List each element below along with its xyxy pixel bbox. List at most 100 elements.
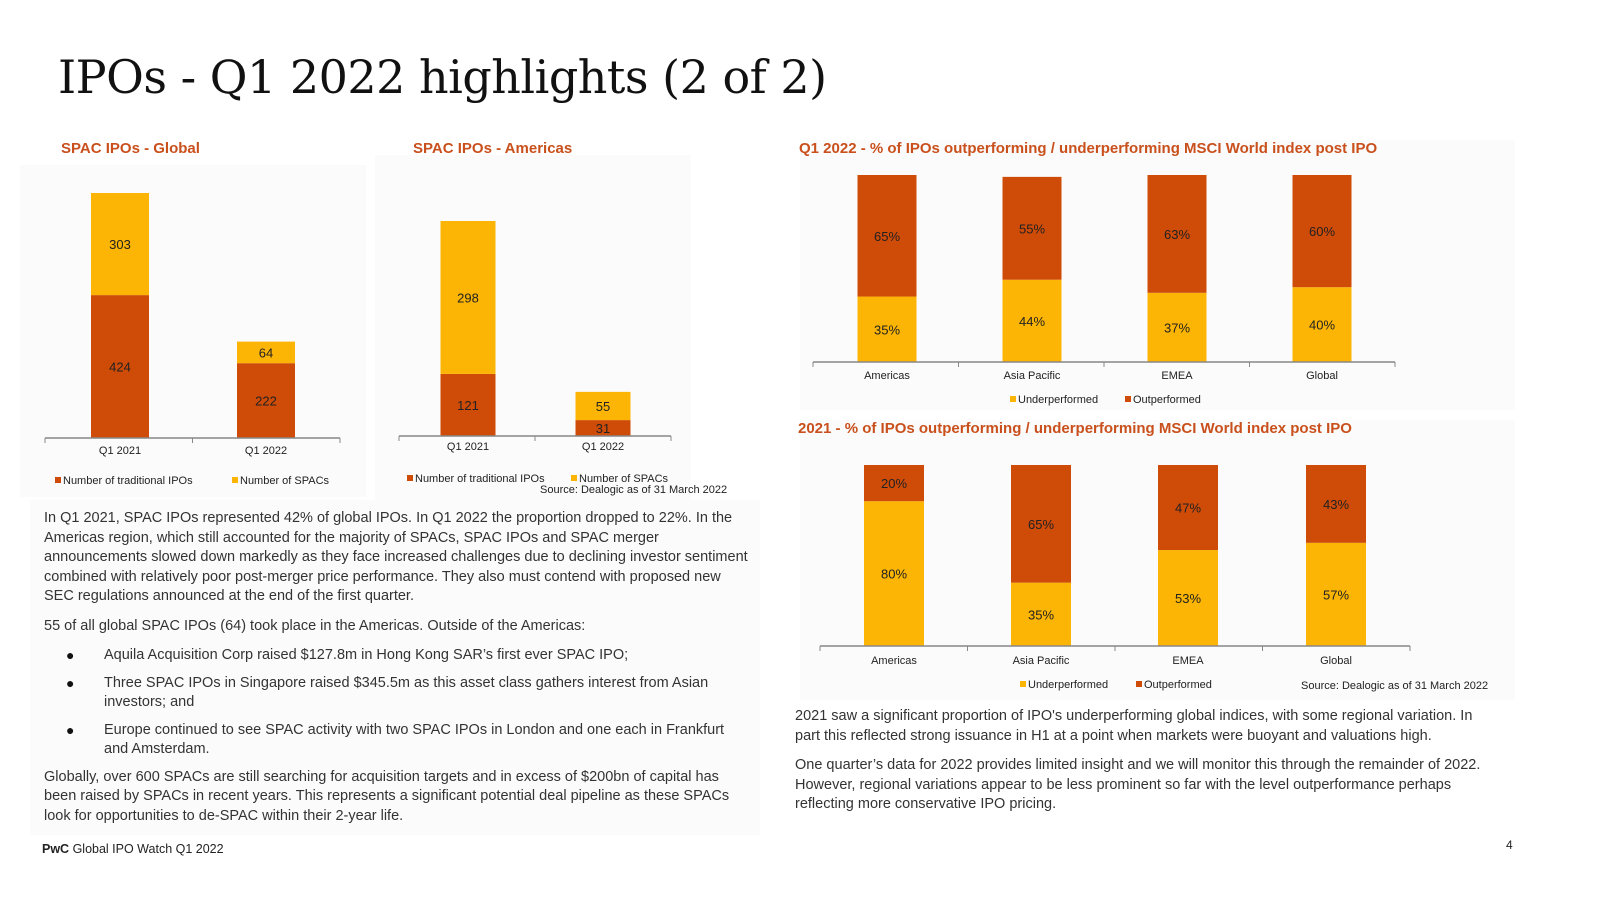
bullet-list: ● Aquila Acquisition Corp raised $127.8m … <box>44 646 750 760</box>
legend-swatch <box>407 475 413 481</box>
left-paragraph-2: 55 of all global SPAC IPOs (64) took pla… <box>44 617 586 634</box>
bar-top-1 <box>1002 176 1062 280</box>
x-tick-label: Americas <box>871 655 917 667</box>
left-paragraph-3: Globally, over 600 SPACs are still searc… <box>44 768 730 824</box>
legend-label: Number of SPACs <box>579 473 669 485</box>
panel-bg-mid <box>375 155 691 500</box>
bar-bottom-1 <box>1002 279 1062 362</box>
data-label: 31 <box>596 421 610 436</box>
data-label: 303 <box>109 237 131 252</box>
bar-top-0 <box>91 193 149 296</box>
bar-top-1 <box>575 391 631 421</box>
data-label: 65% <box>874 229 900 244</box>
right-commentary: 2021 saw a significant proportion of IPO… <box>795 707 1500 825</box>
bullet-icon: ● <box>66 647 75 663</box>
legend-label: Number of SPACs <box>240 475 330 487</box>
data-label: 298 <box>457 290 479 305</box>
data-label: 35% <box>1028 607 1054 622</box>
data-label: 63% <box>1164 227 1190 242</box>
x-tick-label: Global <box>1306 370 1338 382</box>
bar-bottom-0 <box>857 296 917 362</box>
bar-bottom-1 <box>575 420 631 436</box>
bar-top-2 <box>1158 465 1218 551</box>
bar-top-2 <box>1147 175 1207 293</box>
bar-top-0 <box>440 221 496 374</box>
source-note-left: Source: Dealogic as of 31 March 2022 <box>540 484 728 496</box>
x-tick-label: Q1 2022 <box>245 445 287 457</box>
bar-bottom-3 <box>1292 287 1352 362</box>
x-tick-label: Global <box>1320 655 1352 667</box>
bar-bottom-3 <box>1306 542 1366 646</box>
legend-swatch <box>55 477 61 483</box>
chart-spac-global: 424 303 Q1 2021 222 64 Q1 2022 Number of tradi… <box>44 193 341 487</box>
bar-bottom-0 <box>440 373 496 436</box>
data-label: 43% <box>1323 497 1349 512</box>
data-label: 20% <box>881 476 907 491</box>
legend-label: Outperformed <box>1133 394 1201 406</box>
x-tick-label: EMEA <box>1172 655 1204 667</box>
bullet-icon: ● <box>66 721 75 738</box>
data-label: 55% <box>1019 221 1045 236</box>
chart-q1-2022-performance: 35% 65% Americas 44% 55% Asia Pacific 37% 63% EM… <box>812 175 1396 406</box>
legend-swatch <box>1020 681 1026 687</box>
footer: PwC Global IPO Watch Q1 2022 <box>42 842 224 856</box>
data-label: 44% <box>1019 314 1045 329</box>
data-label: 35% <box>874 322 900 337</box>
chart-title-q1-2022-performance: Q1 2022 - % of IPOs outperforming / unde… <box>799 140 1378 157</box>
bar-top-0 <box>857 175 917 297</box>
data-label: 121 <box>457 398 479 413</box>
legend-label: Underperformed <box>1028 679 1108 691</box>
legend-swatch <box>1010 396 1016 402</box>
footer-brand: PwC <box>42 842 70 856</box>
data-label: 222 <box>255 394 277 409</box>
data-label: 57% <box>1323 587 1349 602</box>
bar-bottom-0 <box>91 295 149 438</box>
legend-swatch <box>571 475 577 481</box>
chart-title-2021-performance: 2021 - % of IPOs outperforming / underpe… <box>798 420 1352 437</box>
data-label: 55 <box>596 399 610 414</box>
x-tick-label: Q1 2021 <box>447 441 489 453</box>
legend-swatch <box>232 477 238 483</box>
bullet-icon: ● <box>66 674 75 691</box>
chart-spac-americas: 121 298 Q1 2021 31 55 Q1 2022 Number of tradit… <box>398 221 672 485</box>
right-paragraph-2: One quarter’s data for 2022 provides lim… <box>795 757 1481 812</box>
legend-label: Number of traditional IPOs <box>415 473 545 485</box>
panel-bg-left-text <box>30 500 760 835</box>
bar-bottom-1 <box>237 363 295 438</box>
x-tick-label: Americas <box>864 370 910 382</box>
page-number: 4 <box>1506 838 1513 852</box>
list-item: ● Europe continued to see SPAC activity w… <box>66 721 725 758</box>
bar-bottom-2 <box>1158 550 1218 646</box>
left-paragraph-1: In Q1 2021, SPAC IPOs represented 42% of… <box>44 510 748 604</box>
data-label: 53% <box>1175 591 1201 606</box>
x-tick-label: Q1 2021 <box>99 445 141 457</box>
bar-bottom-0 <box>864 501 924 646</box>
data-label: 37% <box>1164 320 1190 335</box>
x-tick-label: EMEA <box>1161 370 1193 382</box>
right-paragraph-1: 2021 saw a significant proportion of IPO… <box>795 708 1473 744</box>
data-label: 80% <box>881 567 907 582</box>
bar-top-0 <box>864 465 924 502</box>
legend-label: Number of traditional IPOs <box>63 475 193 487</box>
data-label: 47% <box>1175 501 1201 516</box>
legend-swatch <box>1136 681 1142 687</box>
data-label: 40% <box>1309 318 1335 333</box>
legend-label: Outperformed <box>1144 679 1212 691</box>
x-tick-label: Asia Pacific <box>1004 370 1061 382</box>
bar-bottom-2 <box>1147 292 1207 362</box>
bar-top-3 <box>1292 175 1352 288</box>
footer-text: Global IPO Watch Q1 2022 <box>69 842 224 856</box>
left-commentary: In Q1 2021, SPAC IPOs represented 42% of… <box>44 509 750 836</box>
bar-top-1 <box>237 341 295 364</box>
bar-top-3 <box>1306 465 1366 543</box>
legend-swatch <box>1125 396 1131 402</box>
legend-label: Underperformed <box>1018 394 1098 406</box>
list-item: ● Aquila Acquisition Corp raised $127.8m … <box>44 646 750 666</box>
data-label: 64 <box>259 345 273 360</box>
page-title: IPOs - Q1 2022 highlights (2 of 2) <box>58 50 827 104</box>
data-label: 60% <box>1309 224 1335 239</box>
bar-top-1 <box>1011 465 1071 583</box>
data-label: 65% <box>1028 517 1054 532</box>
list-item: ● Three SPAC IPOs in Singapore raised $34… <box>66 674 709 711</box>
data-label: 424 <box>109 360 131 375</box>
